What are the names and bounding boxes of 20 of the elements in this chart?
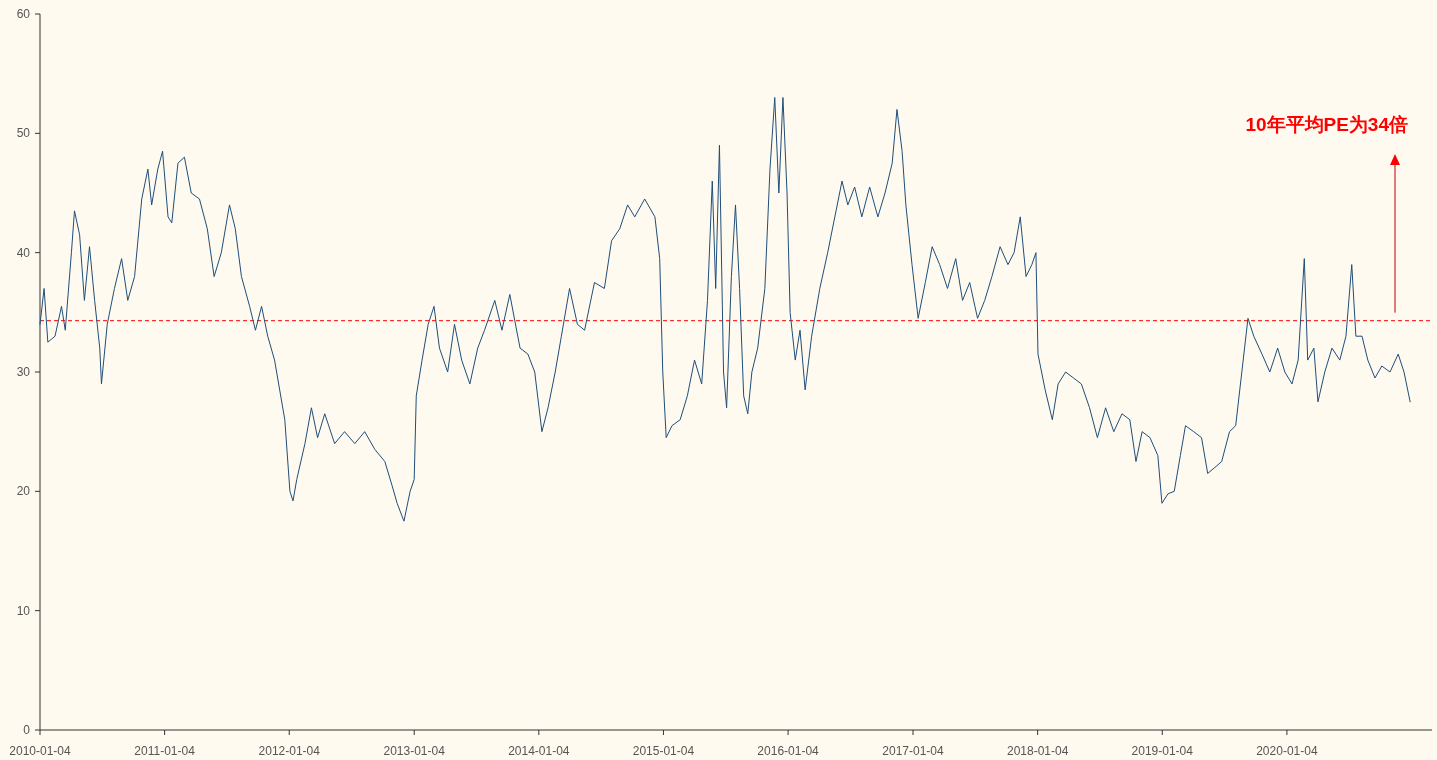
line-series (39, 97, 1411, 522)
x-tick-label: 2016-01-04 (757, 744, 820, 758)
y-tick-label: 30 (16, 365, 31, 379)
x-tick-label: 2017-01-04 (882, 744, 945, 758)
y-tick-label: 50 (16, 126, 31, 141)
annotation: 10年平均PE为34倍 (1245, 114, 1408, 135)
y-tick-label: 60 (16, 7, 31, 21)
x-tick-label: 2013-01-04 (383, 744, 446, 758)
x-tick-label: 2014-01-04 (508, 744, 570, 758)
x-tick-label: 2012-01-04 (258, 744, 321, 758)
y-tick-label: 40 (16, 245, 31, 260)
x-tick-label: 2010-01-04 (9, 744, 72, 758)
x-tick-label: 2020-01-04 (1256, 744, 1318, 758)
x-tick-label: 2011-01-04 (134, 744, 196, 758)
x-tick-label: 2015-01-04 (632, 744, 695, 758)
y-tick-label: 10 (16, 603, 31, 618)
x-tick-label: 2018-01-04 (1006, 744, 1069, 758)
y-tick-label: 20 (16, 484, 31, 499)
x-tick-label: 2019-01-04 (1131, 744, 1194, 758)
y-tick-label: 0 (23, 723, 31, 737)
